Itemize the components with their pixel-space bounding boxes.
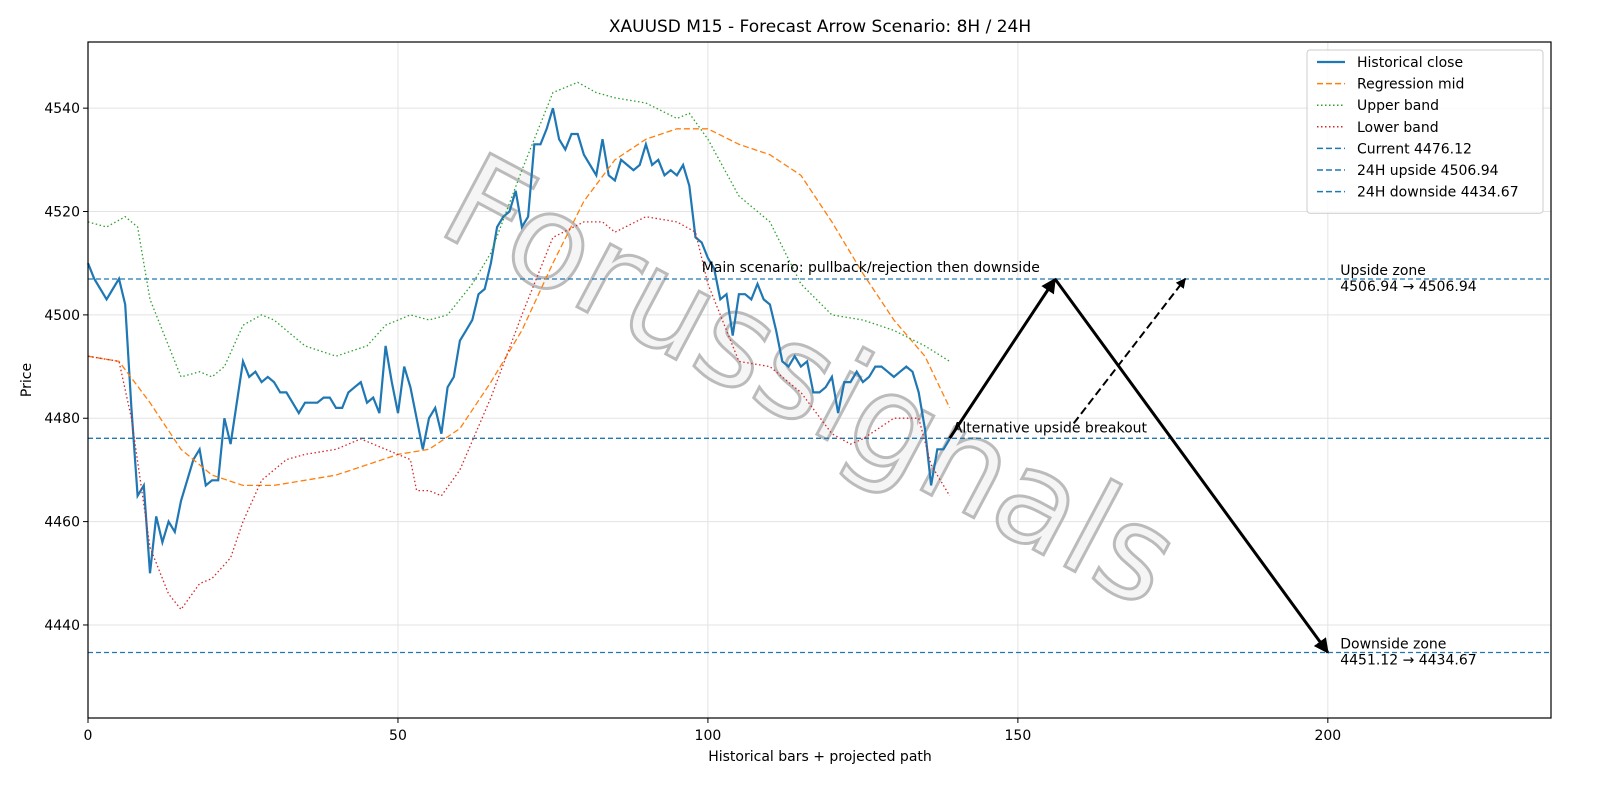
series-line [86, 107, 951, 574]
annotation: Alternative upside breakout [953, 420, 1148, 436]
y-tick-label: 4520 [44, 205, 80, 221]
y-tick-label: 4540 [44, 101, 80, 117]
annotation: 4451.12 → 4434.67 [1340, 653, 1476, 669]
y-tick-label: 4440 [44, 618, 80, 634]
legend-label: 24H upside 4506.94 [1357, 163, 1499, 179]
plot-frame [87, 41, 1552, 719]
y-axis-label: Price [19, 363, 35, 397]
annotation: Main scenario: pullback/rejection then d… [702, 260, 1040, 276]
legend-label: Regression mid [1357, 77, 1464, 93]
forecast-arrow [1053, 278, 1330, 654]
x-tick-label: 150 [1005, 728, 1032, 744]
plot-area [86, 81, 1551, 654]
y-tick-label: 4500 [44, 308, 80, 324]
x-tick-label: 200 [1314, 728, 1341, 744]
series-line [87, 128, 951, 487]
legend-label: Upper band [1357, 98, 1439, 114]
x-tick-label: 0 [84, 728, 93, 744]
annotation: 4506.94 → 4506.94 [1340, 279, 1477, 295]
x-tick-label: 100 [695, 728, 722, 744]
legend-label: Lower band [1357, 120, 1439, 136]
annotation: Downside zone [1340, 637, 1446, 653]
forecast-arrow [948, 277, 1057, 440]
x-axis-label: Historical bars + projected path [708, 749, 932, 765]
forecast-arrow [1072, 277, 1187, 425]
chart-title: XAUUSD M15 - Forecast Arrow Scenario: 8H… [609, 17, 1031, 37]
legend-box [1306, 49, 1544, 214]
series-line [87, 81, 951, 378]
series-line [87, 216, 951, 611]
legend-label: 24H downside 4434.67 [1357, 185, 1519, 201]
annotation: Upside zone [1340, 263, 1426, 279]
y-tick-label: 4480 [44, 411, 80, 427]
legend-label: Historical close [1357, 55, 1463, 71]
y-tick-label: 4460 [44, 515, 80, 531]
x-tick-label: 50 [389, 728, 407, 744]
legend-label: Current 4476.12 [1357, 141, 1472, 157]
